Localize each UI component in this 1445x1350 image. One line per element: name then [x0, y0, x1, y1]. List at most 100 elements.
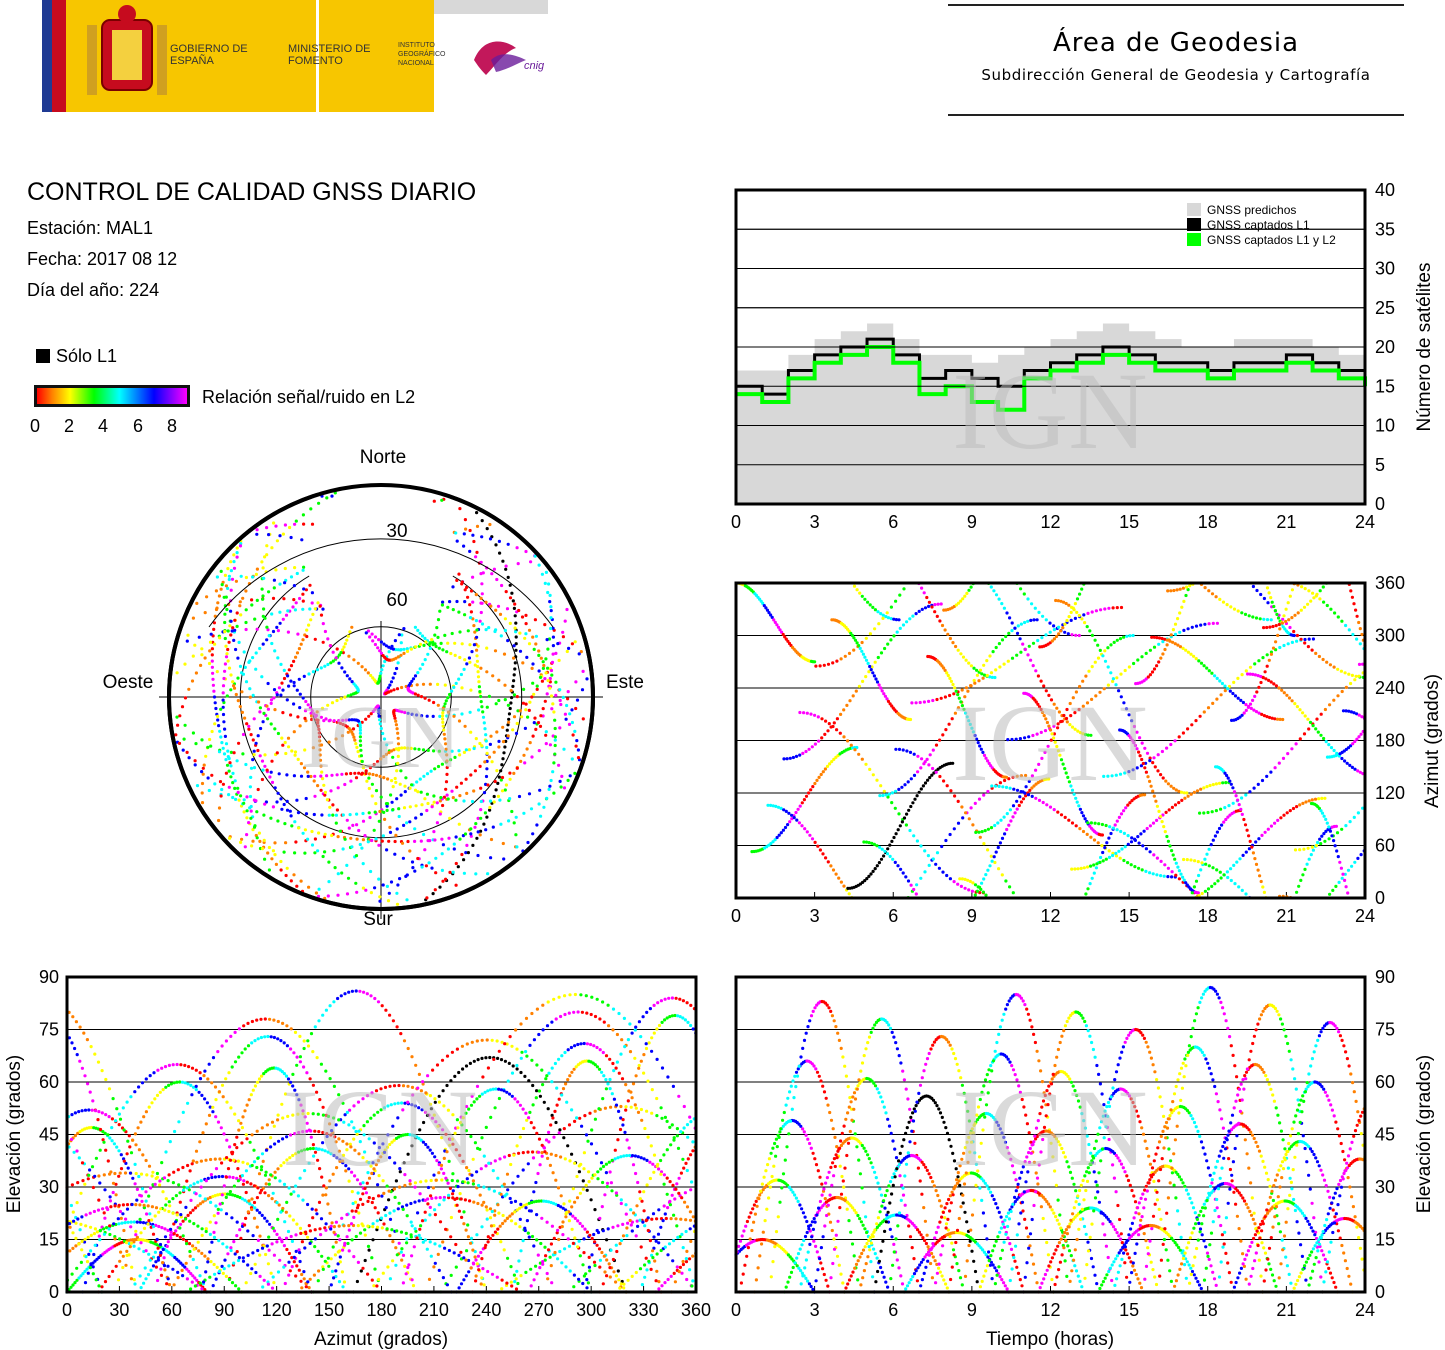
track-point	[992, 855, 996, 859]
track-point	[193, 1206, 198, 1210]
track-point	[1170, 870, 1174, 874]
track-point	[426, 748, 430, 753]
ign-watermark: IGN	[952, 350, 1148, 472]
track-point	[1125, 634, 1129, 638]
track-point	[187, 756, 191, 760]
track-point	[1119, 672, 1123, 676]
track-point	[490, 1209, 494, 1214]
track-point	[409, 746, 413, 751]
track-point	[334, 813, 338, 817]
track-point	[282, 668, 286, 673]
track-point	[78, 1228, 82, 1232]
track-point	[988, 654, 992, 658]
track-point	[485, 646, 489, 650]
track-point	[1052, 808, 1056, 812]
track-point	[501, 841, 505, 846]
track-point	[206, 745, 210, 749]
track-point	[366, 840, 370, 844]
track-point	[272, 696, 276, 700]
track-point	[901, 623, 906, 627]
track-point	[839, 712, 843, 717]
track-point	[255, 836, 259, 840]
track-point	[311, 1216, 315, 1220]
track-point	[317, 887, 321, 891]
track-point	[1353, 678, 1357, 682]
track-point	[446, 797, 450, 801]
x-tick-label: 18	[1198, 512, 1218, 532]
track-point	[1248, 839, 1252, 844]
track-point	[214, 1115, 218, 1119]
track-point	[267, 1248, 271, 1252]
track-point	[189, 1083, 193, 1087]
track-point	[994, 668, 998, 672]
track-point	[258, 706, 262, 710]
track-point	[367, 1248, 371, 1252]
track-point	[350, 680, 354, 684]
track-point	[399, 648, 403, 652]
track-point	[332, 849, 336, 853]
track-point	[1086, 821, 1090, 825]
track-point	[247, 821, 251, 825]
track-point	[478, 1193, 482, 1197]
track-point	[1229, 878, 1233, 883]
track-point	[236, 656, 240, 660]
track-point	[283, 740, 287, 745]
track-point	[1141, 844, 1145, 848]
track-point	[435, 821, 439, 825]
x-tick-label: 0	[62, 1300, 72, 1320]
track-point	[239, 840, 243, 845]
track-point	[1172, 588, 1176, 593]
track-point	[611, 1028, 615, 1032]
track-point	[248, 785, 252, 789]
track-point	[1234, 794, 1238, 798]
track-point	[912, 887, 916, 892]
track-point	[501, 740, 506, 744]
track-point	[301, 599, 305, 603]
track-point	[1200, 861, 1204, 865]
track-point	[242, 798, 246, 802]
track-point	[441, 879, 445, 883]
track-point	[682, 1166, 686, 1170]
track-point	[777, 833, 781, 837]
track-point	[860, 594, 864, 598]
track-point	[385, 802, 390, 806]
track-point	[1222, 873, 1226, 877]
track-point	[244, 1216, 248, 1220]
track-point	[529, 1267, 533, 1271]
track-point	[307, 623, 311, 627]
track-point	[1092, 863, 1096, 867]
track-point	[282, 802, 286, 807]
track-point	[1357, 713, 1361, 717]
track-point	[400, 1247, 404, 1251]
track-point	[919, 876, 923, 880]
track-point	[356, 750, 360, 754]
track-point	[1259, 680, 1263, 685]
track-point	[902, 587, 906, 591]
track-point	[943, 695, 948, 699]
track-point	[317, 731, 321, 735]
track-point	[1057, 625, 1061, 629]
track-point	[1231, 691, 1235, 696]
track-point	[289, 575, 294, 579]
track-point	[466, 851, 470, 855]
track-point	[489, 837, 494, 842]
track-point	[670, 1123, 674, 1127]
track-point	[399, 769, 403, 773]
track-point	[476, 816, 480, 821]
track-point	[562, 786, 567, 790]
track-point	[451, 870, 455, 874]
track-point	[468, 660, 472, 664]
track-point	[542, 663, 546, 668]
track-point	[381, 883, 385, 887]
track-point	[225, 607, 229, 612]
track-point	[925, 595, 929, 600]
track-point	[506, 1079, 510, 1083]
track-point	[212, 621, 216, 625]
track-point	[289, 664, 294, 668]
track-point	[499, 1240, 503, 1244]
track-point	[904, 875, 908, 879]
track-point	[240, 690, 244, 694]
track-point	[251, 1234, 255, 1238]
track-point	[1015, 653, 1019, 657]
track-point	[1314, 727, 1318, 731]
